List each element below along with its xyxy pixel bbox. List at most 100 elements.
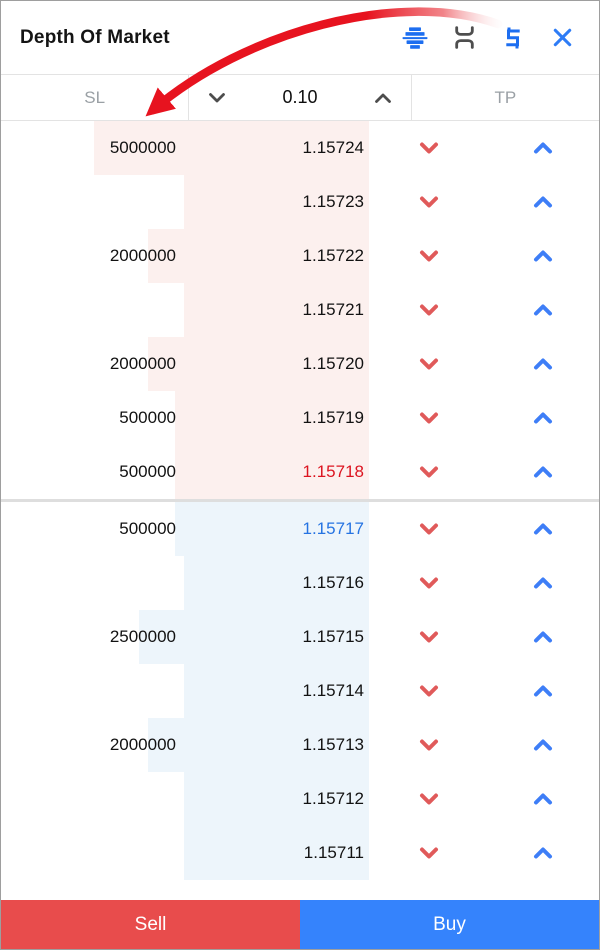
row-volume (1, 556, 176, 610)
buy-button[interactable]: Buy (300, 900, 599, 949)
row-volume: 2000000 (109, 354, 176, 373)
row-volume: 500000 (119, 519, 176, 538)
row-price[interactable]: 1.15720 (302, 354, 364, 373)
lot-size-stepper: 0.10 (188, 75, 412, 120)
row-price[interactable]: 1.15717 (302, 519, 364, 538)
row-price[interactable]: 1.15714 (302, 681, 364, 700)
row-volume (1, 772, 176, 826)
row-buy-chevron-up-icon[interactable] (523, 391, 563, 445)
row-volume: 2000000 (109, 735, 176, 754)
titlebar: Depth Of Market (1, 1, 599, 74)
dom-row: 2000000 1.15722 (1, 229, 599, 283)
volume-bar (175, 502, 369, 556)
order-controls-row: SL 0.10 TP (1, 74, 599, 121)
dom-row: 1.15716 (1, 556, 599, 610)
row-buy-chevron-up-icon[interactable] (523, 772, 563, 826)
row-buy-chevron-up-icon[interactable] (523, 556, 563, 610)
row-sell-chevron-down-icon[interactable] (409, 556, 449, 610)
dom-row: 1.15721 (1, 283, 599, 337)
window-title: Depth Of Market (20, 26, 170, 48)
dom-rows: 5000000 1.15724 1.15723 2000000 1.15722 (1, 121, 599, 880)
dom-row: 2000000 1.15713 (1, 718, 599, 772)
row-price[interactable]: 1.15711 (303, 843, 364, 862)
row-price[interactable]: 1.15712 (302, 789, 364, 808)
sell-button[interactable]: Sell (1, 900, 300, 949)
row-volume: 2500000 (109, 627, 176, 646)
dom-row: 1.15711 (1, 826, 599, 880)
row-price[interactable]: 1.15716 (302, 573, 364, 592)
dom-row: 2500000 1.15715 (1, 610, 599, 664)
lot-decrease-chevron-down-icon[interactable] (206, 86, 228, 110)
bid-ask-separator (1, 499, 599, 502)
dom-row: 1.15714 (1, 664, 599, 718)
row-price[interactable]: 1.15724 (302, 138, 364, 157)
row-price[interactable]: 1.15723 (302, 192, 364, 211)
volume-bar (148, 337, 369, 391)
volume-bar (139, 610, 369, 664)
row-price[interactable]: 1.15718 (302, 462, 364, 481)
row-sell-chevron-down-icon[interactable] (409, 337, 449, 391)
row-buy-chevron-up-icon[interactable] (523, 337, 563, 391)
row-volume: 2000000 (109, 246, 176, 265)
row-volume (1, 175, 176, 229)
volume-bar (148, 229, 369, 283)
lot-size-value[interactable]: 0.10 (282, 87, 318, 107)
row-volume: 5000000 (109, 138, 176, 157)
row-sell-chevron-down-icon[interactable] (409, 502, 449, 556)
row-buy-chevron-up-icon[interactable] (523, 502, 563, 556)
row-buy-chevron-up-icon[interactable] (523, 826, 563, 880)
dom-row: 1.15723 (1, 175, 599, 229)
row-volume (1, 826, 176, 880)
depth-chart-icon[interactable] (402, 25, 428, 51)
volume-bar (184, 664, 369, 718)
price-dollar-icon[interactable] (500, 25, 526, 51)
volume-bar (184, 283, 369, 337)
row-sell-chevron-down-icon[interactable] (409, 718, 449, 772)
row-buy-chevron-up-icon[interactable] (523, 121, 563, 175)
row-sell-chevron-down-icon[interactable] (409, 175, 449, 229)
stop-loss-button[interactable]: SL (84, 87, 106, 107)
volume-bar (148, 718, 369, 772)
volume-bar (175, 391, 369, 445)
take-profit-button[interactable]: TP (494, 87, 517, 107)
row-volume (1, 283, 176, 337)
row-sell-chevron-down-icon[interactable] (409, 283, 449, 337)
row-buy-chevron-up-icon[interactable] (523, 664, 563, 718)
row-sell-chevron-down-icon[interactable] (409, 445, 449, 499)
collapse-rows-icon[interactable] (451, 25, 477, 51)
row-price[interactable]: 1.15715 (302, 627, 364, 646)
volume-bar (184, 175, 369, 229)
row-price[interactable]: 1.15722 (302, 246, 364, 265)
row-buy-chevron-up-icon[interactable] (523, 229, 563, 283)
volume-bar (184, 772, 369, 826)
row-price[interactable]: 1.15719 (302, 408, 364, 427)
row-sell-chevron-down-icon[interactable] (409, 121, 449, 175)
row-buy-chevron-up-icon[interactable] (523, 718, 563, 772)
dom-row: 500000 1.15718 (1, 445, 599, 499)
row-volume: 500000 (119, 462, 176, 481)
row-sell-chevron-down-icon[interactable] (409, 229, 449, 283)
row-buy-chevron-up-icon[interactable] (523, 445, 563, 499)
close-icon[interactable] (549, 25, 575, 51)
row-buy-chevron-up-icon[interactable] (523, 283, 563, 337)
volume-bar (184, 556, 369, 610)
dom-row: 1.15712 (1, 772, 599, 826)
row-sell-chevron-down-icon[interactable] (409, 826, 449, 880)
dom-row: 500000 1.15717 (1, 502, 599, 556)
row-sell-chevron-down-icon[interactable] (409, 391, 449, 445)
row-price[interactable]: 1.15713 (302, 735, 364, 754)
row-buy-chevron-up-icon[interactable] (523, 175, 563, 229)
lot-increase-chevron-up-icon[interactable] (372, 86, 394, 110)
row-sell-chevron-down-icon[interactable] (409, 664, 449, 718)
row-sell-chevron-down-icon[interactable] (409, 610, 449, 664)
dom-row: 2000000 1.15720 (1, 337, 599, 391)
row-volume (1, 664, 176, 718)
row-sell-chevron-down-icon[interactable] (409, 772, 449, 826)
titlebar-icons (402, 25, 575, 51)
row-buy-chevron-up-icon[interactable] (523, 610, 563, 664)
volume-bar (175, 445, 369, 499)
dom-row: 500000 1.15719 (1, 391, 599, 445)
dom-row: 5000000 1.15724 (1, 121, 599, 175)
row-price[interactable]: 1.15721 (302, 300, 364, 319)
